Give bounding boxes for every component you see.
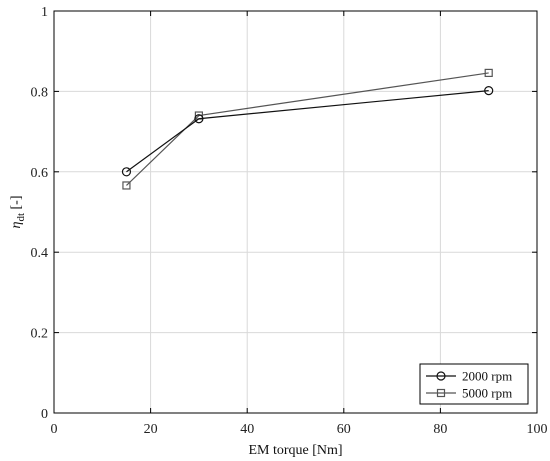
y-tick-label: 0 xyxy=(41,407,48,422)
data-point-5000-rpm xyxy=(484,68,493,78)
legend-label-2000-rpm: 2000 rpm xyxy=(462,369,512,384)
data-point-5000-rpm xyxy=(122,181,131,190)
series-2000-rpm xyxy=(121,85,494,177)
x-axis-label: EM torque [Nm] xyxy=(248,443,342,458)
y-axis-unit: [-] xyxy=(9,195,24,213)
series-line-5000-rpm xyxy=(126,72,489,186)
x-tick-label: 80 xyxy=(433,422,447,437)
x-tick-label: 60 xyxy=(337,422,351,437)
legend-item-5000-rpm: 5000 rpm xyxy=(426,386,512,401)
legend-marker-5000-rpm xyxy=(436,388,446,398)
y-tick-label: 0.2 xyxy=(31,327,49,342)
x-tick-label: 0 xyxy=(51,422,58,437)
legend-box xyxy=(419,363,529,405)
y-tick-label: 0.4 xyxy=(31,246,49,261)
series-line-2000-rpm xyxy=(126,89,489,173)
legend-label-5000-rpm: 5000 rpm xyxy=(462,386,512,401)
data-point-2000-rpm xyxy=(194,114,204,124)
y-axis-subscript: dt xyxy=(15,213,27,222)
axis-ticks: 0 20 40 60 80 100 0 0.2 0.4 0.6 0.8 1 xyxy=(31,5,548,437)
y-tick-label: 0.6 xyxy=(31,166,49,181)
x-tick-label: 20 xyxy=(144,422,158,437)
y-axis-label: ηdt [-] xyxy=(9,195,27,228)
x-tick-label: 40 xyxy=(240,422,254,437)
plot-background xyxy=(54,11,537,413)
data-point-2000-rpm xyxy=(484,85,494,96)
x-tick-label: 100 xyxy=(527,422,548,437)
legend-marker-2000-rpm xyxy=(436,371,446,381)
y-tick-label: 0.8 xyxy=(31,85,49,100)
y-tick-label: 1 xyxy=(41,5,48,20)
legend: 2000 rpm 5000 rpm xyxy=(419,363,529,405)
series-layer xyxy=(121,68,494,190)
y-axis-symbol: η xyxy=(9,222,24,229)
legend-item-2000-rpm: 2000 rpm xyxy=(426,369,512,384)
data-point-2000-rpm xyxy=(121,167,132,177)
plot-frame xyxy=(53,10,538,414)
legend-items: 2000 rpm 5000 rpm xyxy=(426,369,512,401)
